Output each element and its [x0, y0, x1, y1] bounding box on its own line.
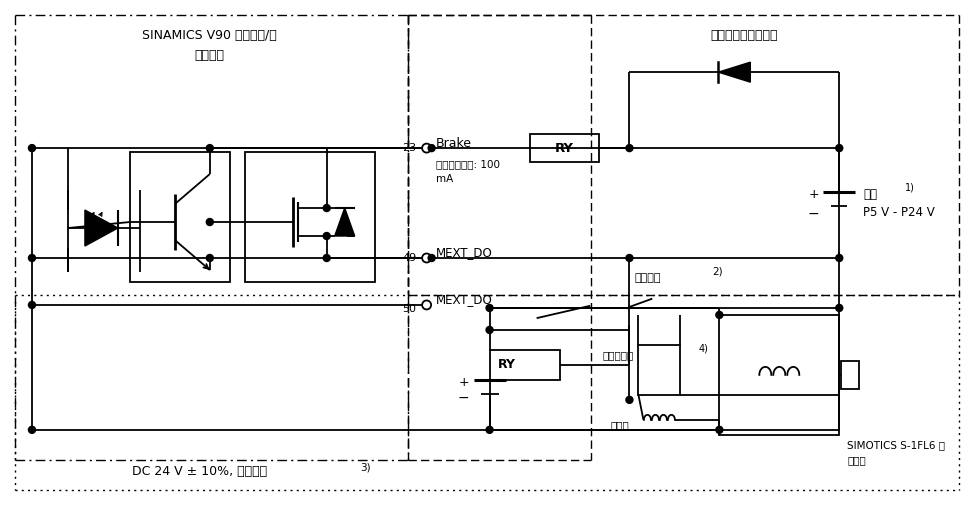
Text: 第三方设备推荐电路: 第三方设备推荐电路 — [711, 29, 778, 42]
Text: 态连接器: 态连接器 — [195, 48, 225, 62]
Text: P5 V - P24 V: P5 V - P24 V — [863, 206, 935, 219]
Circle shape — [422, 143, 431, 153]
Bar — [489, 350, 559, 380]
Circle shape — [716, 426, 722, 433]
Text: +: + — [459, 376, 470, 389]
Circle shape — [323, 205, 330, 212]
Circle shape — [422, 300, 431, 310]
Circle shape — [836, 305, 843, 312]
Circle shape — [428, 144, 435, 151]
Text: 49: 49 — [402, 253, 417, 263]
Text: DC 24 V ± 10%, 抱闸电源: DC 24 V ± 10%, 抱闸电源 — [132, 465, 267, 478]
Text: 2): 2) — [713, 267, 723, 277]
Text: 3): 3) — [359, 463, 370, 473]
Circle shape — [323, 232, 330, 239]
Polygon shape — [719, 62, 751, 82]
Bar — [638, 345, 681, 395]
Text: +: + — [809, 187, 820, 200]
Text: 熔断器: 熔断器 — [611, 420, 629, 430]
Circle shape — [28, 301, 36, 309]
Circle shape — [206, 219, 214, 226]
Text: 服电机: 服电机 — [848, 455, 866, 465]
Text: MEXT_DO: MEXT_DO — [436, 246, 492, 260]
Text: 4): 4) — [698, 344, 708, 354]
Circle shape — [428, 255, 435, 262]
Bar — [245, 152, 375, 282]
Circle shape — [626, 144, 633, 151]
Text: mA: mA — [436, 174, 452, 184]
Text: RY: RY — [555, 141, 574, 155]
Polygon shape — [335, 208, 354, 236]
Text: 急停开关: 急停开关 — [634, 273, 661, 283]
Circle shape — [323, 255, 330, 262]
Circle shape — [28, 426, 36, 433]
Circle shape — [836, 144, 843, 151]
Text: 电源: 电源 — [863, 187, 877, 200]
Text: 50: 50 — [403, 304, 417, 314]
Text: −: − — [808, 207, 820, 221]
Circle shape — [486, 426, 493, 433]
Text: RY: RY — [497, 359, 516, 371]
Text: 23: 23 — [403, 143, 417, 153]
Bar — [841, 361, 859, 389]
Text: −: − — [458, 391, 470, 405]
Circle shape — [626, 396, 633, 403]
Circle shape — [422, 254, 431, 263]
Circle shape — [626, 255, 633, 262]
Circle shape — [486, 305, 493, 312]
Text: Brake: Brake — [436, 136, 472, 149]
Bar — [130, 152, 230, 282]
Circle shape — [206, 255, 214, 262]
Bar — [529, 134, 599, 162]
Circle shape — [836, 255, 843, 262]
Circle shape — [28, 144, 36, 151]
Circle shape — [28, 255, 36, 262]
Text: SIMOTICS S-1FL6 伺: SIMOTICS S-1FL6 伺 — [848, 440, 945, 450]
Circle shape — [716, 312, 722, 319]
Circle shape — [486, 326, 493, 333]
Polygon shape — [84, 210, 117, 246]
Text: 最大输出电流: 100: 最大输出电流: 100 — [436, 159, 500, 169]
Text: SINAMICS V90 上的控制/状: SINAMICS V90 上的控制/状 — [143, 29, 277, 42]
Circle shape — [206, 144, 214, 151]
Text: MEXT_DO: MEXT_DO — [436, 293, 492, 307]
Bar — [720, 315, 839, 435]
Text: 浪涌吸收器: 浪涌吸收器 — [602, 350, 633, 360]
Text: 1): 1) — [905, 182, 915, 192]
